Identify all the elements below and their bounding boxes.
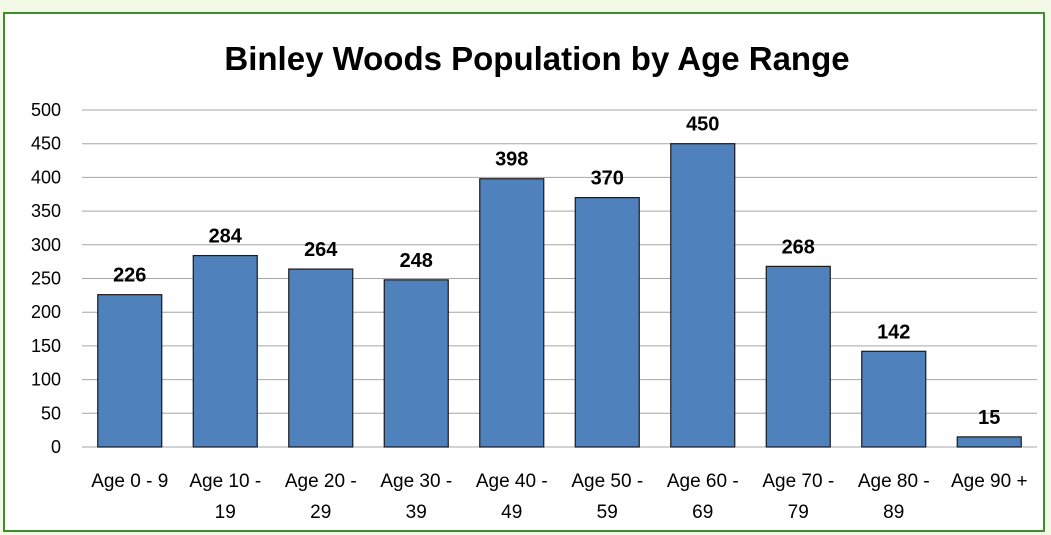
bar	[288, 268, 354, 448]
x-category-label: Age 90 +	[951, 471, 1028, 492]
x-category-label: 59	[597, 502, 618, 523]
x-category-label: 19	[215, 502, 236, 523]
data-label: 370	[591, 168, 624, 190]
bar	[97, 294, 163, 448]
bar	[192, 254, 258, 448]
bar	[861, 350, 927, 448]
x-category-label: Age 30 -	[380, 471, 452, 492]
chart-title: Binley Woods Population by Age Range	[224, 40, 849, 77]
x-category-label: Age 70 -	[762, 471, 834, 492]
x-category-label: 89	[883, 502, 904, 523]
y-tick-label: 50	[41, 403, 61, 423]
x-category-label: Age 50 -	[571, 471, 643, 492]
x-category-label: Age 80 -	[858, 471, 930, 492]
x-category-label: Age 60 -	[667, 471, 739, 492]
y-tick-label: 100	[31, 370, 61, 390]
x-category-label: 49	[501, 502, 522, 523]
x-category-label: 29	[310, 502, 331, 523]
x-category-label: 69	[692, 502, 713, 523]
y-axis-ticks: 0 50 100 150 200 250 300 350 400 450 500	[31, 100, 61, 457]
x-category-label: Age 0 - 9	[91, 471, 168, 492]
bars	[97, 143, 1022, 448]
bar	[479, 178, 545, 448]
data-label: 284	[209, 226, 243, 248]
data-label: 142	[877, 321, 910, 343]
data-label: 226	[113, 265, 146, 287]
data-label: 268	[782, 236, 815, 258]
y-tick-label: 150	[31, 336, 61, 356]
y-tick-label: 350	[31, 201, 61, 221]
bar	[383, 279, 449, 448]
data-label: 15	[978, 407, 1000, 429]
x-category-label: 79	[788, 502, 809, 523]
x-axis-categories: Age 0 - 9 Age 10 - 19 Age 20 - 29 Age 30 - 39 A…	[91, 471, 1027, 523]
data-label: 248	[400, 250, 433, 272]
y-tick-label: 0	[51, 437, 61, 457]
x-category-label: Age 20 -	[285, 471, 357, 492]
data-label: 450	[686, 114, 719, 136]
y-tick-label: 200	[31, 302, 61, 322]
x-category-label: Age 40 -	[476, 471, 548, 492]
data-label: 398	[495, 149, 528, 171]
bar	[574, 197, 640, 448]
y-tick-label: 500	[31, 100, 61, 120]
y-tick-label: 450	[31, 134, 61, 154]
y-tick-label: 400	[31, 167, 61, 187]
bar	[956, 436, 1022, 448]
y-tick-label: 250	[31, 269, 61, 289]
y-tick-label: 300	[31, 235, 61, 255]
data-labels: 226 284 264 248 398 370 450 268 142 15	[113, 114, 1000, 429]
bar	[765, 265, 831, 448]
x-category-label: 39	[406, 502, 427, 523]
bar	[670, 143, 736, 448]
data-label: 264	[304, 239, 338, 261]
x-category-label: Age 10 -	[189, 471, 261, 492]
